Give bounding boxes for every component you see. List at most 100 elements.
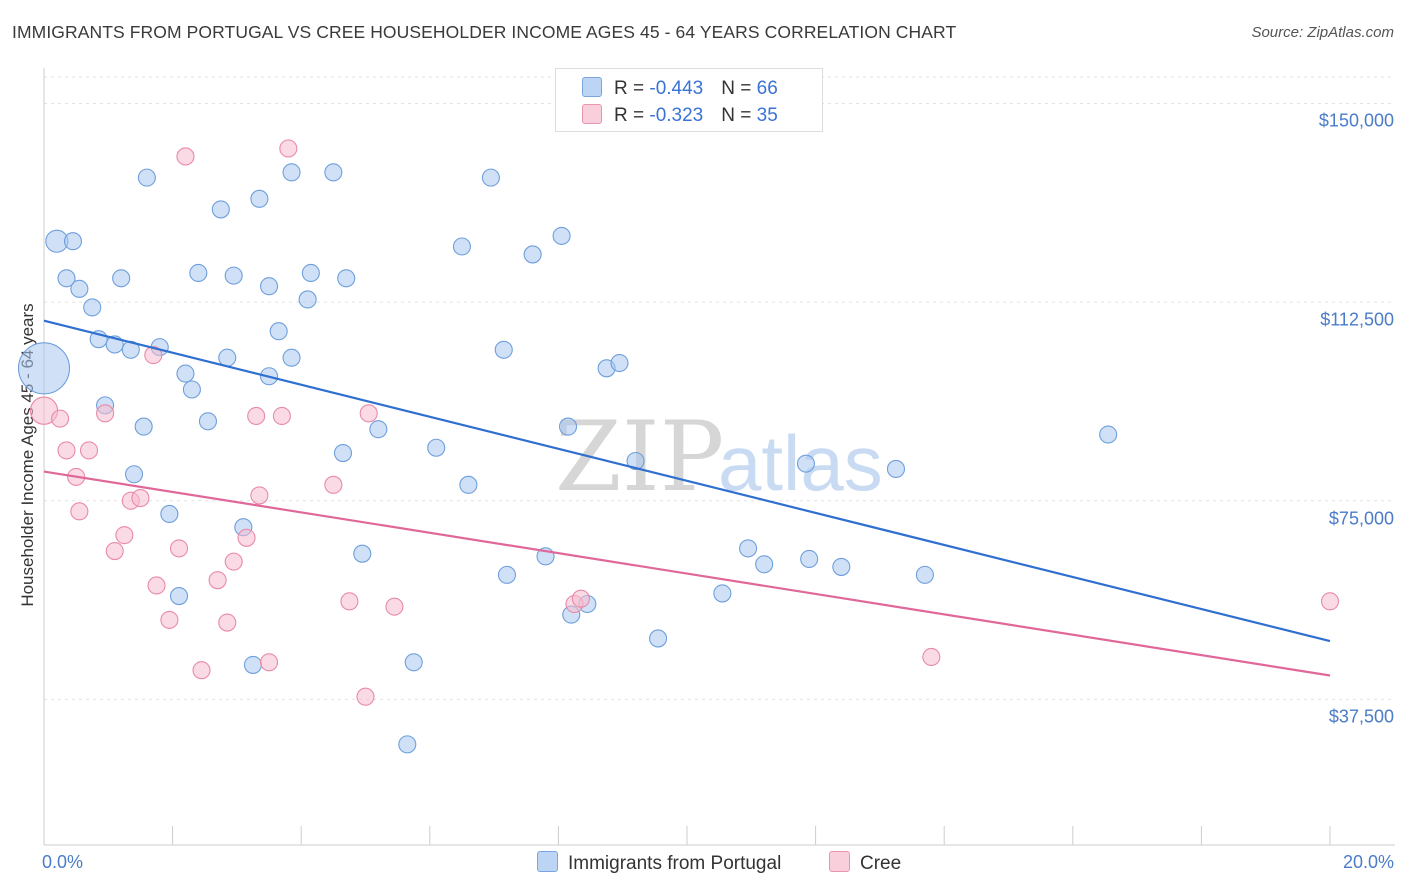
source-credit: Source: ZipAtlas.com xyxy=(1251,24,1394,41)
portugal-point-61 xyxy=(800,549,819,569)
chart-title: IMMIGRANTS FROM PORTUGAL VS CREE HOUSEHO… xyxy=(12,22,957,42)
cree-point-17 xyxy=(208,571,227,590)
portugal-point-14 xyxy=(137,168,156,187)
legend-swatch-cree xyxy=(582,104,602,124)
portugal-point-22 xyxy=(218,348,237,367)
portugal-point-19 xyxy=(189,263,208,283)
portugal-point-58 xyxy=(739,539,758,558)
legend-swatch-portugal xyxy=(582,77,602,97)
cree-point-29 xyxy=(359,404,378,423)
portugal-point-34 xyxy=(333,444,353,463)
legend-n-value: 66 xyxy=(756,78,778,99)
cree-point-14 xyxy=(169,539,189,558)
legend-n-label: N = xyxy=(721,105,757,126)
portugal-point-2 xyxy=(63,232,82,251)
portugal-point-63 xyxy=(886,459,906,478)
cree-point-2 xyxy=(57,441,76,460)
portugal-point-3 xyxy=(57,269,76,288)
cree-point-20 xyxy=(237,528,256,547)
portugal-point-23 xyxy=(224,266,243,285)
cree-point-24 xyxy=(272,406,291,426)
cree-point-1 xyxy=(51,409,70,428)
portugal-point-40 xyxy=(404,653,423,672)
portugal-point-44 xyxy=(481,168,500,187)
portugal-point-46 xyxy=(497,565,517,584)
correlation-legend: R = -0.443 N = 66 R = -0.323 N = 35 xyxy=(555,68,823,132)
portugal-point-62 xyxy=(832,557,851,576)
legend-r-value: -0.443 xyxy=(649,78,704,99)
portugal-point-49 xyxy=(552,226,571,245)
y-tick-label: $112,500 xyxy=(1320,309,1394,330)
portugal-point-39 xyxy=(398,735,417,754)
portugal-point-45 xyxy=(494,340,513,359)
portugal-point-15 xyxy=(160,504,179,524)
cree-point-12 xyxy=(147,576,166,595)
portugal-point-26 xyxy=(259,277,279,296)
portugal-point-65 xyxy=(1099,425,1118,444)
legend-row-portugal: R = -0.443 N = 66 xyxy=(582,77,778,99)
portugal-point-29 xyxy=(282,348,301,367)
portugal-point-17 xyxy=(176,364,195,383)
bottom-legend-label-cree: Cree xyxy=(860,853,902,874)
cree-point-30 xyxy=(385,597,404,616)
cree-point-8 xyxy=(115,526,134,545)
portugal-point-64 xyxy=(915,565,934,584)
portugal-point-35 xyxy=(337,269,356,288)
portugal-point-30 xyxy=(282,163,301,182)
portugal-point-4 xyxy=(70,279,89,298)
cree-point-15 xyxy=(176,147,195,166)
cree-point-25 xyxy=(279,139,298,158)
y-tick-label: $150,000 xyxy=(1318,110,1394,131)
cree-point-6 xyxy=(96,404,115,423)
portugal-point-38 xyxy=(243,655,263,674)
cree-point-27 xyxy=(340,592,359,611)
cree-point-5 xyxy=(79,441,99,460)
bottom-legend-cree: Cree xyxy=(829,851,901,875)
cree-trend-line xyxy=(43,470,1331,677)
y-tick-label: $37,500 xyxy=(1328,706,1394,727)
legend-n-value: 35 xyxy=(756,105,778,126)
portugal-point-54 xyxy=(610,353,629,373)
cree-point-10 xyxy=(131,489,150,508)
portugal-point-16 xyxy=(169,587,189,606)
cree-point-19 xyxy=(224,552,243,571)
legend-row-cree: R = -0.323 N = 35 xyxy=(582,104,778,126)
portugal-point-33 xyxy=(324,163,343,182)
portugal-point-60 xyxy=(796,454,816,473)
portugal-point-13 xyxy=(124,465,144,484)
cree-point-33 xyxy=(922,647,941,667)
bottom-legend-portugal: Immigrants from Portugal xyxy=(537,851,781,875)
portugal-point-55 xyxy=(626,451,645,471)
cree-point-13 xyxy=(160,610,179,629)
x-tick-label-max: 20.0% xyxy=(1342,852,1394,872)
portugal-point-47 xyxy=(523,245,542,264)
portugal-point-59 xyxy=(755,555,774,574)
portugal-point-21 xyxy=(211,200,230,219)
portugal-point-56 xyxy=(649,629,668,648)
portugal-point-57 xyxy=(713,584,732,603)
portugal-point-25 xyxy=(250,189,269,208)
portugal-point-8 xyxy=(112,269,131,288)
portugal-point-0 xyxy=(17,342,71,395)
cree-point-3 xyxy=(70,502,89,521)
cree-point-18 xyxy=(218,613,237,632)
legend-n-label: N = xyxy=(721,78,757,99)
portugal-point-5 xyxy=(83,298,102,317)
bottom-legend-swatch-portugal xyxy=(537,851,558,872)
portugal-point-42 xyxy=(452,237,472,256)
portugal-point-32 xyxy=(301,263,320,283)
legend-r-value: -0.323 xyxy=(649,105,704,126)
portugal-point-18 xyxy=(182,380,201,399)
portugal-point-37 xyxy=(369,420,388,439)
bottom-legend-swatch-cree xyxy=(829,851,850,872)
legend-r-label: R = xyxy=(614,105,650,126)
cree-point-16 xyxy=(192,661,211,680)
portugal-point-36 xyxy=(353,544,372,563)
cree-point-11 xyxy=(144,346,163,365)
portugal-point-41 xyxy=(427,438,446,457)
cree-point-7 xyxy=(105,541,124,561)
portugal-point-11 xyxy=(134,417,153,436)
cree-point-32 xyxy=(571,589,590,608)
portugal-point-50 xyxy=(558,417,578,436)
